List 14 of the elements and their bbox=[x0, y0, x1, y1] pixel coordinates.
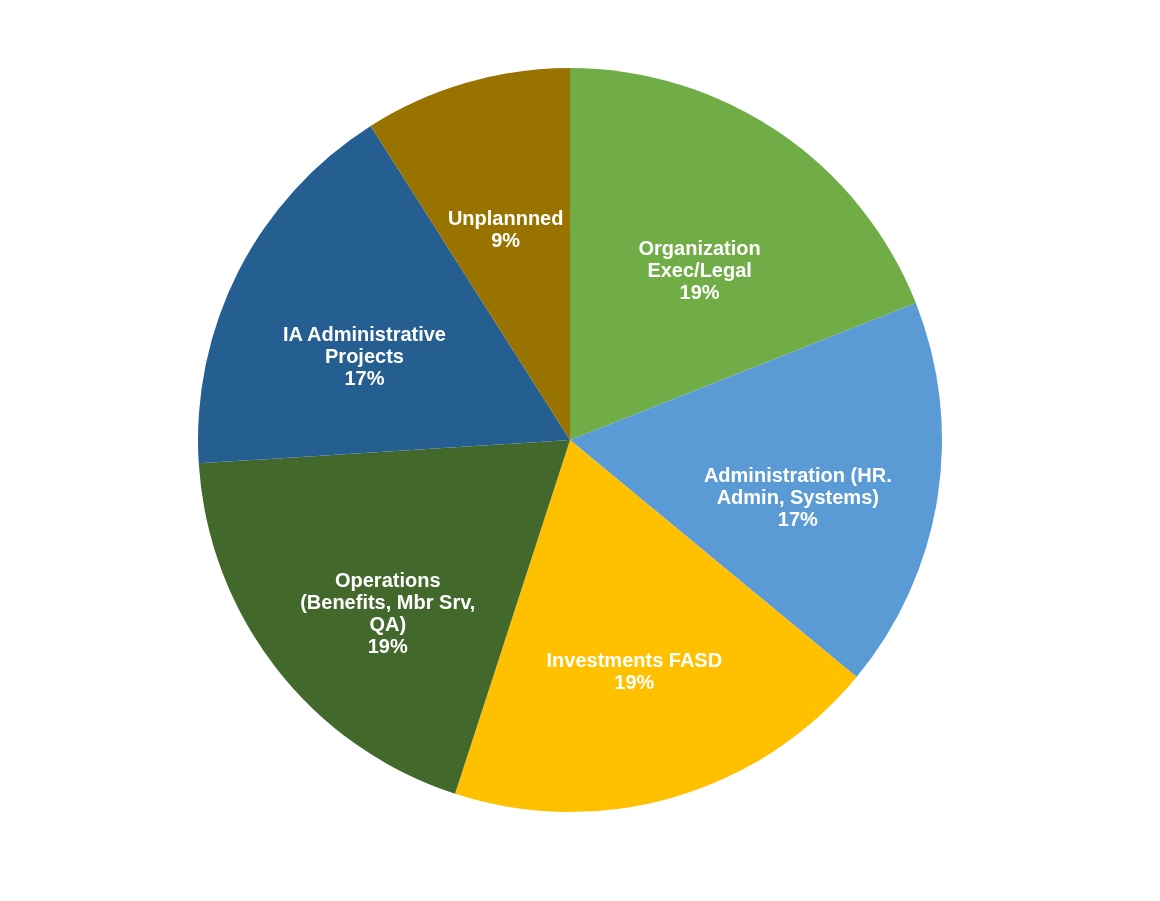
data-label: 17% bbox=[777, 508, 819, 531]
slice-label: Operations (Benefits, Mbr Srv, QA) bbox=[300, 569, 476, 636]
data-label: 17% bbox=[344, 367, 385, 390]
pie-slice bbox=[198, 125, 570, 464]
slice-label: Organization Exec/Legal bbox=[638, 237, 761, 282]
pie-slice bbox=[570, 68, 916, 440]
slice-label: Unplannned bbox=[447, 206, 564, 229]
data-label: 9% bbox=[491, 228, 521, 251]
slice-label: IA Administrative Projects bbox=[283, 323, 446, 368]
data-label: 19% bbox=[679, 281, 720, 304]
slice-label: Investments FASD bbox=[546, 649, 723, 672]
slice-label: Administration (HR. Admin, Systems) bbox=[703, 464, 892, 509]
data-label: 19% bbox=[614, 671, 655, 694]
data-label: 19% bbox=[367, 635, 408, 658]
